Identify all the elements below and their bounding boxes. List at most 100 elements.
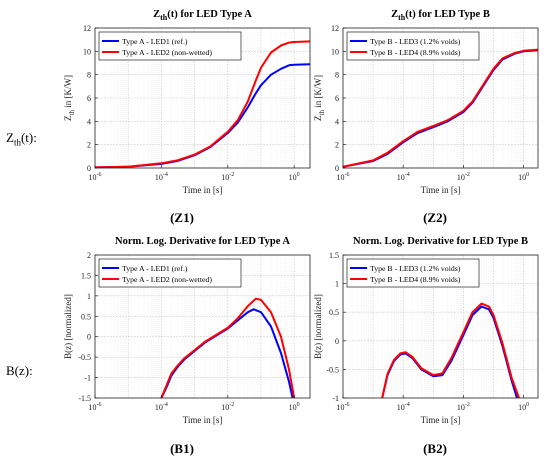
x-tick-label-exponent: -4 xyxy=(405,402,410,408)
y-axis-label: Zth in [K/W] xyxy=(313,75,326,121)
caption-z2: (Z2) xyxy=(423,210,447,225)
x-tick-label-exponent: -2 xyxy=(465,172,470,178)
row-label-zth-suffix: (t): xyxy=(20,130,37,145)
y-tick-label: 0 xyxy=(335,164,339,173)
x-tick-label-base: 10 xyxy=(397,403,405,412)
y-axis-label: B(z) [normalized] xyxy=(63,294,73,359)
chart-title: Zth(t) for LED Type A xyxy=(153,9,252,22)
y-axis-label-main: Z xyxy=(313,115,323,121)
x-tick-label-exponent: -4 xyxy=(163,172,168,178)
chart-title: Norm. Log. Derivative for LED Type B xyxy=(353,236,528,247)
x-tick-label-exponent: 0 xyxy=(297,172,300,178)
series-line-2 xyxy=(343,48,538,168)
chart-title-sub: th xyxy=(160,13,168,22)
y-tick-label: 1 xyxy=(87,292,91,301)
x-tick-label-base: 10 xyxy=(518,173,526,182)
x-tick-label-base: 10 xyxy=(337,173,345,182)
y-tick-label: 8 xyxy=(87,71,91,80)
legend-box xyxy=(98,258,242,288)
legend-box xyxy=(346,258,480,288)
x-tick-label-base: 10 xyxy=(155,403,163,412)
x-tick-label-base: 10 xyxy=(397,173,405,182)
legend-box xyxy=(346,31,480,61)
x-tick-label: 10-4 xyxy=(397,402,410,412)
axes-frame xyxy=(94,254,311,399)
y-tick-label: -1.5 xyxy=(78,394,91,403)
row-label-zth-sub: th xyxy=(13,137,21,148)
legend: Type A - LED1 (ref.) Type A - LED2 (non-w… xyxy=(98,31,242,61)
x-tick-label-base: 10 xyxy=(289,173,297,182)
y-tick-label: -1 xyxy=(84,374,91,383)
series-line-2 xyxy=(160,297,296,398)
row-label-zth: Zth(t): xyxy=(6,130,37,148)
y-tick-label: 2 xyxy=(87,251,91,260)
legend-entry-1: Type A - LED1 (ref.) xyxy=(122,37,188,46)
y-axis-label-rest: in [K/W] xyxy=(313,75,323,110)
y-tick-label: 1.5 xyxy=(329,251,339,260)
x-tick-label: 10-2 xyxy=(221,172,234,182)
x-tick-label: 100 xyxy=(289,402,300,412)
chart-b1: -1.5 -1 -0.5 0 0.5 1 1.5 2 10-6 10-4 10-2 100 Time i… xyxy=(63,236,311,425)
y-tick-label: 10 xyxy=(331,47,339,56)
y-axis-label-sub: th xyxy=(68,110,76,116)
x-tick-label: 10-6 xyxy=(337,402,350,412)
y-tick-label: 12 xyxy=(83,24,91,33)
x-axis-label: Time in [s] xyxy=(421,185,461,195)
legend: Type A - LED1 (ref.) Type A - LED2 (non-w… xyxy=(98,258,242,288)
row-label-bz: B(z): xyxy=(6,363,33,379)
x-tick-label-base: 10 xyxy=(457,173,465,182)
x-tick-label: 10-6 xyxy=(337,172,350,182)
chart-title: Zth(t) for LED Type B xyxy=(391,9,490,22)
y-tick-label: 1 xyxy=(335,280,339,289)
chart-title-sub: th xyxy=(398,13,406,22)
y-tick-label: -0.5 xyxy=(78,353,91,362)
row-label-zth-main: Z xyxy=(6,130,14,145)
y-tick-label: 12 xyxy=(331,24,339,33)
x-tick-label-exponent: -6 xyxy=(97,172,102,178)
grid xyxy=(94,27,311,169)
legend-entry-1: Type A - LED1 (ref.) xyxy=(122,264,188,273)
x-tick-label: 10-6 xyxy=(89,402,102,412)
x-tick-label-exponent: -4 xyxy=(405,172,410,178)
x-tick-label-base: 10 xyxy=(289,403,297,412)
x-tick-label-base: 10 xyxy=(337,403,345,412)
x-tick-label-exponent: -2 xyxy=(465,402,470,408)
caption-b1: (B1) xyxy=(170,441,194,456)
chart-title-main: Z xyxy=(391,9,398,20)
legend-entry-2: Type B - LED4 (8.9% voids) xyxy=(370,48,461,57)
legend-box xyxy=(98,31,242,61)
x-tick-label: 100 xyxy=(289,172,300,182)
legend: Type B - LED3 (1.2% voids) Type B - LED4 … xyxy=(346,258,480,288)
y-tick-label: 4 xyxy=(335,117,339,126)
legend-entry-1: Type B - LED3 (1.2% voids) xyxy=(370,264,461,273)
chart-title-rest: (t) for LED Type B xyxy=(405,9,490,20)
x-tick-label: 100 xyxy=(518,402,529,412)
y-tick-label: 2 xyxy=(87,141,91,150)
x-axis-label: Time in [s] xyxy=(183,415,223,425)
x-tick-label-base: 10 xyxy=(89,403,97,412)
y-tick-label: 8 xyxy=(335,71,339,80)
y-tick-label: 1.5 xyxy=(81,271,91,280)
y-tick-label: 10 xyxy=(83,47,91,56)
caption-z1: (Z1) xyxy=(170,210,194,225)
legend-entry-1: Type B - LED3 (1.2% voids) xyxy=(370,37,461,46)
y-tick-label: 0 xyxy=(335,337,339,346)
x-tick-label: 10-2 xyxy=(221,402,234,412)
x-tick-label-exponent: 0 xyxy=(526,402,529,408)
y-tick-label: 0 xyxy=(87,333,91,342)
y-axis-label-main: Z xyxy=(63,115,73,121)
y-tick-label: 0 xyxy=(87,164,91,173)
chart-title: Norm. Log. Derivative for LED Type A xyxy=(115,236,290,247)
x-tick-label: 10-2 xyxy=(457,402,470,412)
y-tick-label: 4 xyxy=(87,117,91,126)
x-axis-label: Time in [s] xyxy=(183,185,223,195)
y-tick-label: 2 xyxy=(335,141,339,150)
y-tick-label: 6 xyxy=(335,94,339,103)
y-tick-label: 6 xyxy=(87,94,91,103)
x-tick-label: 10-4 xyxy=(155,402,168,412)
x-tick-label: 10-6 xyxy=(89,172,102,182)
y-tick-label: 0.5 xyxy=(81,312,91,321)
x-tick-label-exponent: -2 xyxy=(229,172,234,178)
